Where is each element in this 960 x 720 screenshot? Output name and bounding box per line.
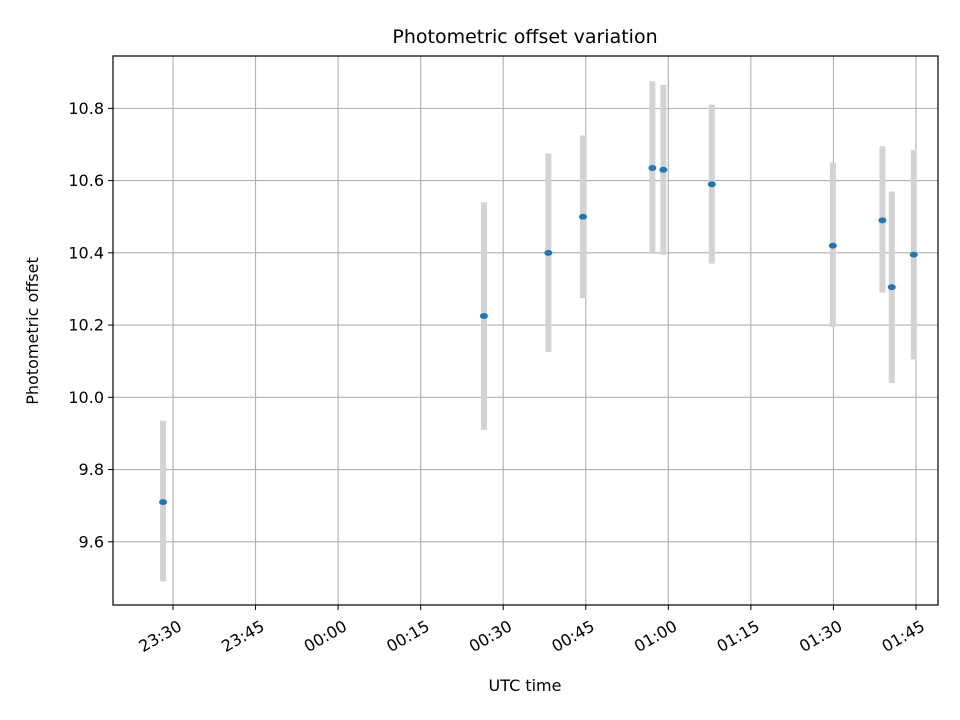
data-point [648,164,657,171]
data-point [909,251,918,258]
data-point [659,166,668,173]
data-point [579,213,588,220]
plot-frame [112,55,939,606]
data-point [159,499,168,506]
y-tick-label: 10.8 [68,99,104,118]
y-tick-label: 10.6 [68,171,104,190]
y-tick-label: 10.2 [68,316,104,335]
data-point [828,242,837,249]
data-point [887,284,896,291]
y-tick-label: 9.6 [79,532,104,551]
x-axis-label: UTC time [489,676,562,695]
data-point [544,249,553,256]
y-axis-ticks: 9.6 9.8 10.0 10.2 10.4 10.6 10.8 [68,99,113,551]
data-point [479,313,488,320]
data-point [707,181,716,188]
y-tick-label: 10.4 [68,243,104,262]
y-tick-label: 10.0 [68,388,104,407]
data-point [878,217,887,224]
y-axis-label: Photometric offset [23,257,42,405]
data-points [159,164,918,506]
y-tick-label: 9.8 [79,460,104,479]
chart-title: Photometric offset variation [392,26,657,48]
